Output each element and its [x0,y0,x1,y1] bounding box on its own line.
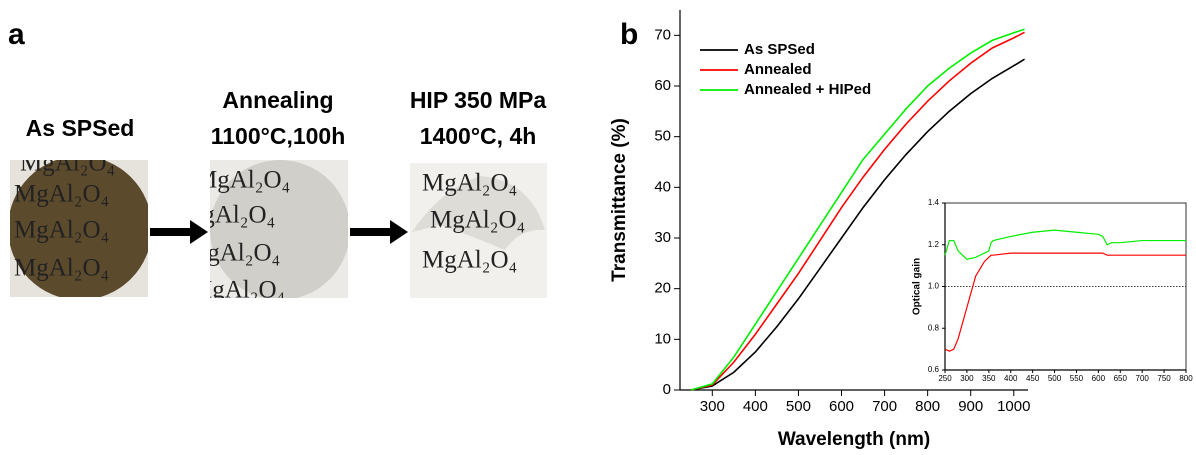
photo-text: MgAl₂O₄ [185,240,280,267]
y-tick-label: 1.4 [928,198,940,207]
photo-text: MgAl₂O₄ [195,167,290,194]
x-tick-label: 550 [1070,374,1084,383]
x-tick-label: 600 [829,398,854,415]
step-label: HIP 350 MPa [410,87,547,113]
photo-text: MgAl₂O₄ [430,207,525,234]
photo: MgAl₂O₄ MgAl₂O₄ MgAl₂O₄ [410,163,547,298]
x-tick-label: 300 [960,374,974,383]
photo-text: MgAl₂O₄ [14,181,109,208]
x-tick-label: 400 [743,398,768,415]
photo-text: MgAl₂O₄ [14,255,109,282]
y-tick-label: 1.0 [928,282,940,291]
photo: MgAl₂O₄ MgAl₂O₄ MgAl₂O₄ MgAl₂O₄ [180,160,348,304]
x-tick-label: 800 [915,398,940,415]
legend-label: Annealed [744,61,812,78]
photo: MgAl₂O₄ MgAl₂O₄ MgAl₂O₄ MgAl₂O₄ [10,150,148,297]
series-line [944,229,1186,261]
x-tick-label: 450 [1026,374,1040,383]
x-tick-label: 1000 [997,398,1030,415]
series-line [690,28,1025,391]
x-tick-label: 650 [1114,374,1128,383]
x-tick-label: 300 [700,398,725,415]
photo-text: MgAl₂O₄ [20,150,115,177]
step-label: 1100°C,100h [211,123,346,149]
arrow [350,220,408,244]
x-tick-label: 350 [982,374,996,383]
series-line [690,31,1025,391]
x-tick-label: 750 [1157,374,1171,383]
x-tick-label: 250 [938,374,952,383]
y-tick-label: 10 [654,330,671,347]
y-tick-label: 60 [654,77,671,94]
x-axis-label: Wavelength (nm) [778,429,930,450]
x-tick-label: 900 [958,398,983,415]
y-tick-label: 50 [654,128,671,145]
step-label: As SPSed [26,115,135,141]
photo-text: MgAl₂O₄ [422,170,517,197]
y-tick-label: 30 [654,229,671,246]
x-tick-label: 800 [1179,374,1193,383]
photo-text: MgAl₂O₄ [14,217,109,244]
y-tick-label: 40 [654,178,671,195]
y-tick-label: 70 [654,26,671,43]
arrow [150,220,208,244]
x-tick-label: 500 [1048,374,1062,383]
y-tick-label: 0 [663,381,671,398]
x-tick-label: 600 [1092,374,1106,383]
y-axis-label: Optical gain [912,258,923,315]
y-tick-label: 0.6 [928,365,940,374]
x-tick-label: 400 [1004,374,1018,383]
step-label: 1400°C, 4h [420,123,537,149]
x-tick-label: 700 [872,398,897,415]
series-line [690,58,1025,391]
step-label: Annealing [222,87,333,113]
panel-label: a [8,18,25,51]
series-line [944,252,1186,352]
photo-text: MgAl₂O₄ [180,202,275,229]
y-tick-label: 0.8 [928,323,940,332]
y-tick-label: 1.2 [928,240,940,249]
panel-label: b [620,18,638,51]
photo-text: MgAl₂O₄ [422,247,517,274]
y-tick-label: 20 [654,280,671,297]
x-tick-label: 700 [1136,374,1150,383]
legend-label: As SPSed [744,41,815,58]
legend-label: Annealed + HIPed [744,81,871,98]
photo-text: MgAl₂O₄ [190,277,285,304]
y-axis-label: Transmittance (%) [609,118,630,282]
x-tick-label: 500 [786,398,811,415]
